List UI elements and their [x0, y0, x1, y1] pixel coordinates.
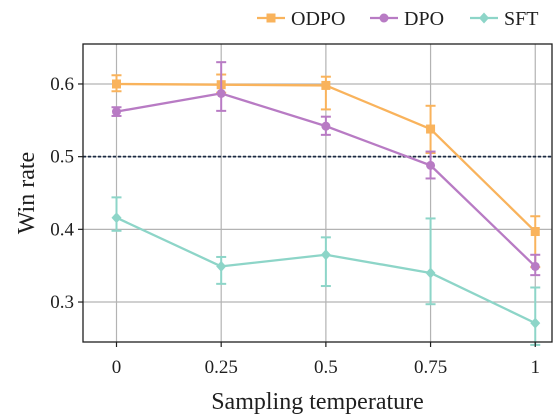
x-tick-label-0: 0: [112, 357, 122, 378]
x-axis-label: Sampling temperature: [211, 389, 424, 415]
legend-swatch-marker-sft: [479, 12, 489, 24]
data-point-dpo-3: [426, 160, 436, 170]
data-point-dpo-2: [321, 121, 331, 131]
legend-item-sft: SFT: [470, 8, 538, 30]
y-tick-label-3: 0.6: [50, 74, 74, 95]
series-group: [111, 61, 541, 346]
legend-item-dpo: DPO: [370, 8, 444, 30]
x-tick-label-1: 0.25: [205, 357, 238, 378]
data-point-sft-4: [530, 317, 541, 329]
y-axis-label: Win rate: [14, 152, 40, 234]
legend-swatch-marker-dpo: [379, 13, 389, 23]
data-point-dpo-0: [112, 107, 121, 117]
data-point-sft-3: [425, 267, 436, 279]
series-sft: [111, 196, 541, 346]
data-point-odpo-0: [112, 79, 121, 89]
data-point-odpo-2: [321, 80, 331, 90]
legend: ODPO DPO SFT: [257, 8, 538, 30]
data-point-sft-2: [320, 249, 331, 261]
data-point-sft-0: [111, 212, 122, 224]
data-point-odpo-4: [530, 227, 540, 237]
plot-frame: [82, 43, 553, 343]
x-axis-ticks: 0 0.25 0.5 0.75 1: [112, 342, 540, 378]
x-tick-label-4: 1: [531, 357, 541, 378]
legend-item-odpo: ODPO: [257, 8, 345, 30]
data-point-dpo-4: [530, 261, 540, 271]
series-dpo: [111, 61, 541, 277]
x-tick-label-3: 0.75: [414, 357, 447, 378]
y-tick-label-2: 0.5: [50, 147, 74, 168]
legend-label-sft: SFT: [504, 8, 538, 30]
legend-label-dpo: DPO: [404, 8, 444, 30]
legend-swatch-marker-odpo: [266, 13, 276, 23]
data-point-odpo-3: [426, 124, 436, 134]
y-tick-label-0: 0.3: [50, 292, 74, 313]
data-point-sft-1: [216, 260, 227, 272]
x-tick-label-2: 0.5: [314, 357, 338, 378]
y-axis-ticks: 0.3 0.4 0.5 0.6: [50, 74, 83, 313]
y-tick-label-1: 0.4: [50, 219, 74, 240]
legend-label-odpo: ODPO: [291, 8, 345, 30]
data-point-dpo-1: [216, 88, 226, 98]
